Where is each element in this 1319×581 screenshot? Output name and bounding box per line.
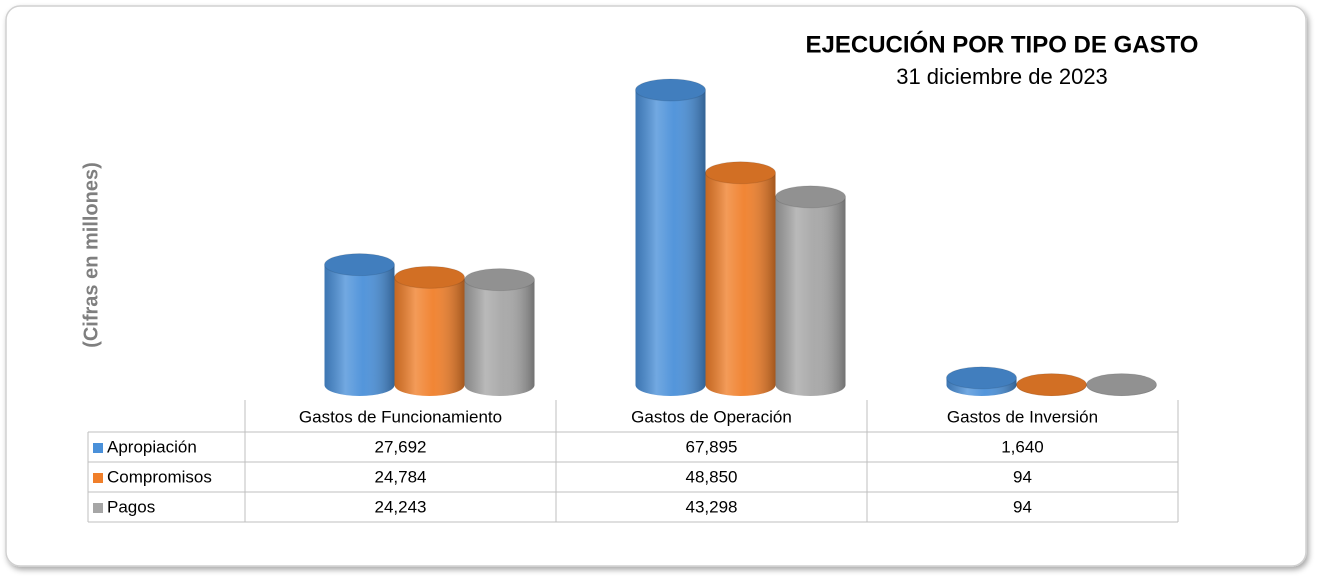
cylinder-shade — [394, 277, 465, 396]
cylinder — [635, 78, 706, 396]
cylinder — [775, 185, 846, 396]
cylinder — [324, 253, 395, 396]
value-label: 94 — [1013, 467, 1032, 486]
cylinder-top — [635, 78, 706, 102]
x-tick-label: Gastos de Inversión — [947, 407, 1098, 426]
value-label: 24,784 — [375, 467, 427, 486]
value-label: 27,692 — [375, 437, 427, 456]
cylinder — [1086, 373, 1157, 397]
plot-area — [324, 78, 1157, 397]
cylinder-top-shade — [1086, 373, 1157, 396]
cylinder — [1016, 373, 1087, 397]
value-label: 43,298 — [686, 497, 738, 516]
cylinder-shade — [705, 172, 776, 396]
cylinder-top — [775, 185, 846, 209]
cylinder-top — [324, 253, 395, 277]
cylinder-top-shade — [946, 366, 1017, 389]
value-label: 1,640 — [1001, 437, 1044, 456]
cylinder-top-shade — [1016, 373, 1087, 396]
cylinder-top-shade — [394, 266, 465, 289]
x-tick-label: Gastos de Funcionamiento — [299, 407, 502, 426]
cylinder-top — [1086, 373, 1157, 397]
cylinder — [946, 366, 1017, 396]
cylinder-shade — [464, 279, 535, 396]
cylinder-top-shade — [775, 185, 846, 208]
chart-subtitle: 31 diciembre de 2023 — [896, 64, 1108, 89]
cylinder-top — [464, 268, 535, 292]
y-axis-label: (Cifras en millones) — [80, 162, 102, 348]
legend-label: Apropiación — [107, 437, 197, 456]
cylinder-top — [394, 265, 465, 289]
cylinder-top — [705, 161, 776, 185]
data-table: Gastos de Funcionamiento Gastos de Operac… — [87, 400, 1179, 523]
cylinder-top-shade — [635, 79, 706, 101]
cylinder — [394, 265, 465, 396]
legend-label: Compromisos — [107, 467, 212, 486]
cylinder — [705, 161, 776, 396]
cylinder-top — [946, 366, 1017, 390]
legend-swatch — [93, 443, 103, 453]
legend-label: Pagos — [107, 497, 155, 516]
value-label: 67,895 — [686, 437, 738, 456]
value-label: 48,850 — [686, 467, 738, 486]
legend-swatch — [93, 503, 103, 513]
cylinder-shade — [635, 90, 706, 396]
cylinder-top-shade — [705, 161, 776, 184]
legend-swatch — [93, 473, 103, 483]
cylinder-shade — [324, 264, 395, 396]
cylinder-top-shade — [464, 268, 535, 291]
chart-title: EJECUCIÓN POR TIPO DE GASTO — [806, 30, 1199, 58]
value-label: 94 — [1013, 497, 1032, 516]
value-label: 24,243 — [375, 497, 427, 516]
cylinder-shade — [775, 196, 846, 396]
x-tick-label: Gastos de Operación — [631, 407, 792, 426]
cylinder — [464, 268, 535, 396]
cylinder-top-shade — [324, 253, 395, 276]
